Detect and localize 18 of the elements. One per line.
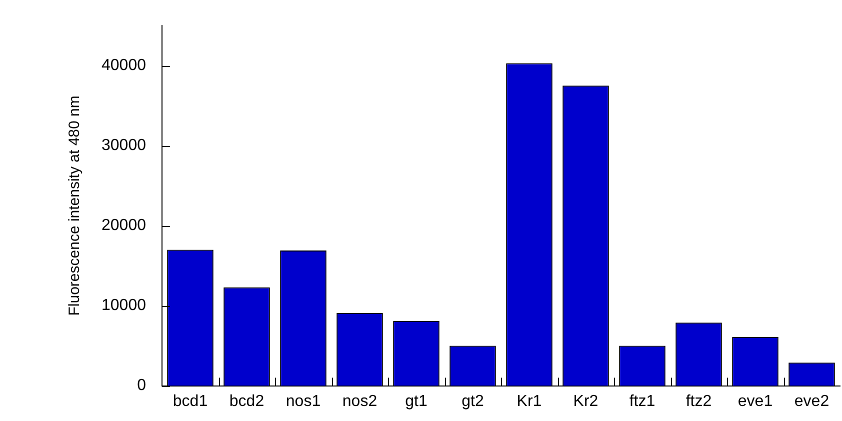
x-tick-label: gt2 (462, 392, 484, 410)
y-axis-title: Fluorescence intensity at 480 nm (66, 96, 84, 316)
x-tick-label: nos1 (286, 392, 321, 410)
x-tick-label: Kr1 (516, 392, 542, 410)
x-tick-label: gt1 (405, 392, 428, 410)
y-tick-label: 10000 (102, 297, 146, 314)
x-tick-label: bcd1 (172, 392, 208, 410)
x-tick-label: ftz2 (686, 392, 712, 410)
y-tick-label: 30000 (102, 137, 146, 154)
x-tick-label: bcd2 (229, 392, 264, 410)
x-tick-label: eve1 (738, 392, 773, 410)
x-tick-label: eve2 (794, 392, 830, 410)
x-tick-label: Kr2 (573, 392, 598, 410)
y-tick-label: 0 (137, 377, 146, 394)
x-tick-label: ftz1 (629, 392, 656, 410)
y-tick-label: 20000 (102, 217, 146, 234)
x-tick-label: nos2 (342, 392, 378, 410)
y-tick-label: 40000 (102, 57, 146, 74)
